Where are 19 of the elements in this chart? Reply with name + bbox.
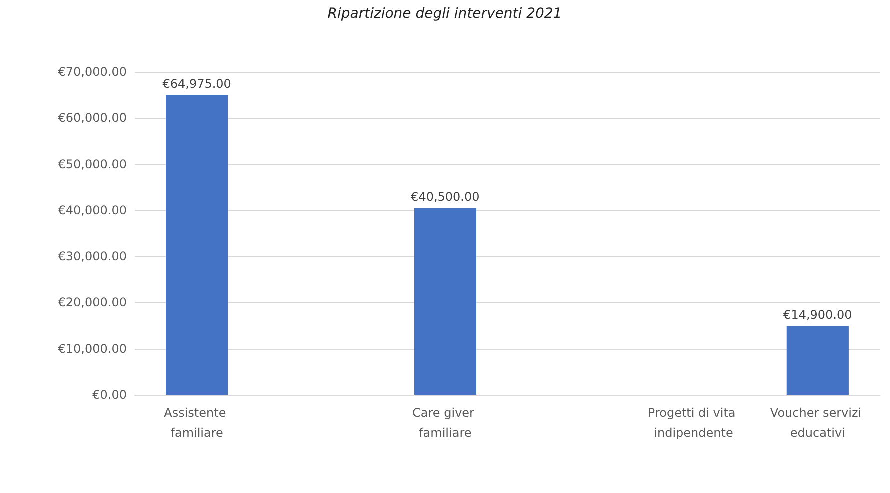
x-tick-label: Voucher servizi educativi bbox=[770, 406, 866, 440]
y-tick-label: €0.00 bbox=[92, 388, 127, 402]
bar bbox=[786, 326, 849, 395]
data-label: €40,500.00 bbox=[411, 190, 480, 204]
bar bbox=[414, 208, 476, 395]
y-tick-label: €40,000.00 bbox=[58, 203, 127, 218]
y-tick-label: €20,000.00 bbox=[58, 296, 127, 310]
data-label: €64,975.00 bbox=[162, 77, 232, 92]
x-tick-label: Care giver familiare bbox=[412, 406, 478, 440]
y-tick-label: €30,000.00 bbox=[58, 250, 127, 264]
x-tick-label: Assistente familiare bbox=[164, 406, 230, 440]
bar bbox=[166, 95, 228, 395]
chart-title: Ripartizione degli interventi 2021 bbox=[328, 6, 562, 22]
y-tick-label: €10,000.00 bbox=[58, 342, 127, 356]
y-tick-label: €60,000.00 bbox=[58, 111, 127, 126]
x-tick-label: Progetti di vita indipendente bbox=[648, 406, 740, 440]
y-tick-label: €70,000.00 bbox=[58, 65, 127, 79]
data-label: €14,900.00 bbox=[784, 308, 852, 322]
y-tick-label: €50,000.00 bbox=[58, 157, 127, 172]
